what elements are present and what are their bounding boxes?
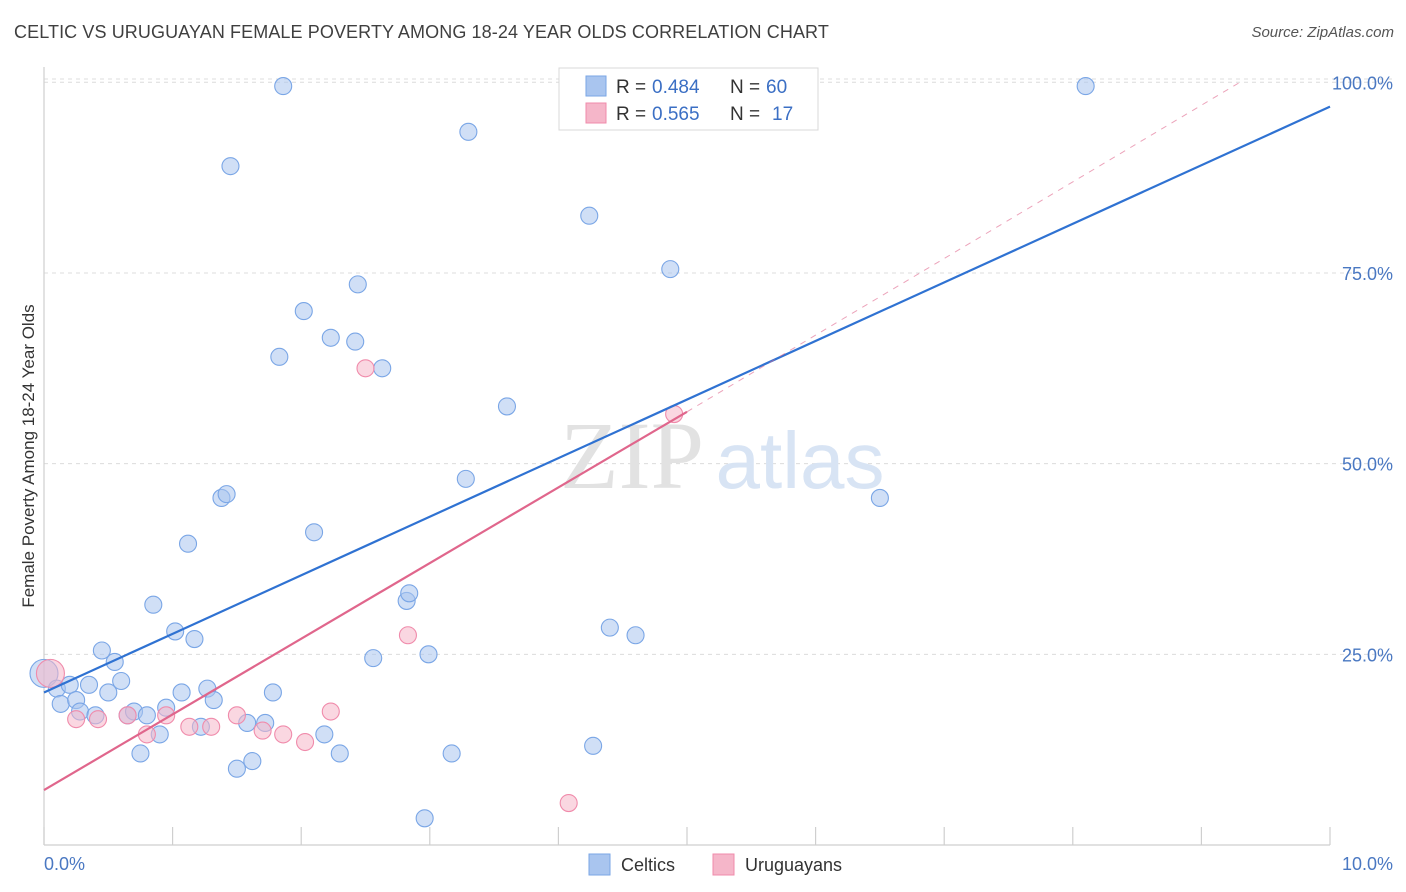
data-point-celtics — [92, 641, 111, 660]
legend-box: R = 0.484 N = 60 R = 0.565 N = 17 — [558, 67, 819, 131]
watermark-atlas: atlas — [716, 416, 885, 505]
data-point-celtics — [364, 649, 383, 668]
data-point-uruguayans — [202, 717, 221, 736]
data-point-uruguayans — [296, 732, 315, 752]
data-point-celtics — [166, 622, 185, 641]
y-tick-label: 100.0% — [1332, 73, 1393, 93]
data-point-uruguayans — [227, 706, 246, 725]
y-tick-label: 75.0% — [1342, 264, 1393, 284]
data-point-celtics — [185, 630, 204, 649]
data-point-celtics — [442, 744, 461, 763]
data-point-celtics — [348, 275, 367, 294]
x-tick-label: 10.0% — [1342, 854, 1393, 874]
data-point-celtics — [131, 744, 150, 763]
data-point-celtics — [227, 759, 246, 778]
y-axis-label: Female Poverty Among 18-24 Year Olds — [19, 304, 38, 607]
data-point-celtics — [419, 645, 438, 664]
data-point-celtics — [315, 725, 334, 744]
y-tick-label: 25.0% — [1342, 645, 1393, 665]
data-point-uruguayans — [559, 793, 578, 813]
bottom-legend: Celtics Uruguayans — [588, 853, 842, 876]
data-point-celtics — [346, 332, 365, 351]
legend-n-value: 17 — [772, 104, 793, 125]
data-point-uruguayans — [321, 702, 340, 721]
y-tick-label: 50.0% — [1342, 455, 1393, 475]
legend-n-label: N = — [730, 77, 760, 98]
bottom-legend-swatch-uruguayans — [712, 853, 735, 876]
trend-line-extension-uruguayans — [686, 81, 1241, 413]
data-point-uruguayans — [398, 626, 417, 645]
data-point-celtics — [51, 694, 70, 713]
legend-n-value: 60 — [766, 77, 787, 98]
legend-r-label: R = — [616, 104, 646, 125]
data-point-celtics — [79, 675, 99, 694]
x-tick-labels: 0.0% 10.0% — [44, 854, 1393, 874]
data-point-uruguayans — [35, 658, 65, 688]
watermark: ZIP atlas — [560, 402, 884, 509]
trend-line-celtics — [43, 105, 1331, 694]
x-tick-label: 0.0% — [44, 854, 85, 874]
bottom-legend-label-uruguayans: Uruguayans — [745, 855, 842, 875]
data-point-celtics — [144, 595, 163, 614]
y-tick-labels: 25.0% 50.0% 75.0% 100.0% — [1332, 73, 1393, 665]
data-point-celtics — [373, 359, 392, 378]
legend-n-label: N = — [730, 104, 760, 125]
source-label: Source: ZipAtlas.com — [1251, 24, 1394, 41]
data-points — [29, 77, 1095, 828]
trend-lines — [43, 81, 1331, 792]
data-point-celtics — [99, 683, 118, 702]
data-point-celtics — [321, 328, 340, 347]
data-point-celtics — [178, 534, 198, 553]
data-point-celtics — [243, 752, 262, 771]
data-point-uruguayans — [118, 706, 137, 725]
data-point-celtics — [263, 683, 282, 702]
bottom-legend-swatch-celtics — [588, 853, 611, 876]
legend-r-value: 0.484 — [652, 77, 700, 98]
data-point-celtics — [580, 206, 599, 225]
bottom-legend-label-celtics: Celtics — [621, 855, 675, 875]
watermark-zip: ZIP — [560, 402, 704, 509]
data-point-celtics — [415, 809, 434, 828]
data-point-celtics — [137, 706, 156, 725]
data-point-celtics — [217, 485, 236, 504]
data-point-celtics — [172, 683, 191, 702]
trend-line-uruguayans — [43, 410, 688, 792]
legend-r-value: 0.565 — [652, 104, 700, 125]
grid-lines — [44, 78, 1395, 655]
data-point-celtics — [459, 122, 478, 141]
data-point-celtics — [112, 671, 131, 691]
data-point-celtics — [294, 302, 313, 321]
legend-swatch-celtics — [585, 75, 607, 97]
data-point-celtics — [1076, 77, 1095, 96]
data-point-celtics — [274, 77, 293, 96]
data-point-celtics — [221, 157, 240, 176]
data-point-celtics — [400, 584, 419, 603]
data-point-celtics — [870, 488, 889, 508]
data-point-celtics — [626, 626, 645, 645]
data-point-uruguayans — [356, 359, 375, 378]
data-point-celtics — [305, 523, 324, 542]
data-point-celtics — [600, 618, 619, 637]
data-point-celtics — [204, 691, 223, 710]
data-point-celtics — [456, 469, 475, 488]
data-point-celtics — [270, 347, 289, 366]
data-point-celtics — [330, 744, 349, 763]
data-point-celtics — [497, 397, 517, 416]
data-point-uruguayans — [253, 721, 272, 740]
data-point-uruguayans — [180, 717, 199, 736]
data-point-uruguayans — [274, 725, 293, 744]
chart-title: CELTIC VS URUGUAYAN FEMALE POVERTY AMONG… — [14, 22, 829, 42]
axes — [43, 67, 1331, 846]
data-point-celtics — [584, 736, 603, 755]
legend-r-label: R = — [616, 77, 646, 98]
legend-swatch-uruguayans — [585, 102, 607, 124]
data-point-uruguayans — [67, 710, 86, 729]
data-point-uruguayans — [88, 710, 108, 729]
data-point-celtics — [661, 260, 680, 279]
